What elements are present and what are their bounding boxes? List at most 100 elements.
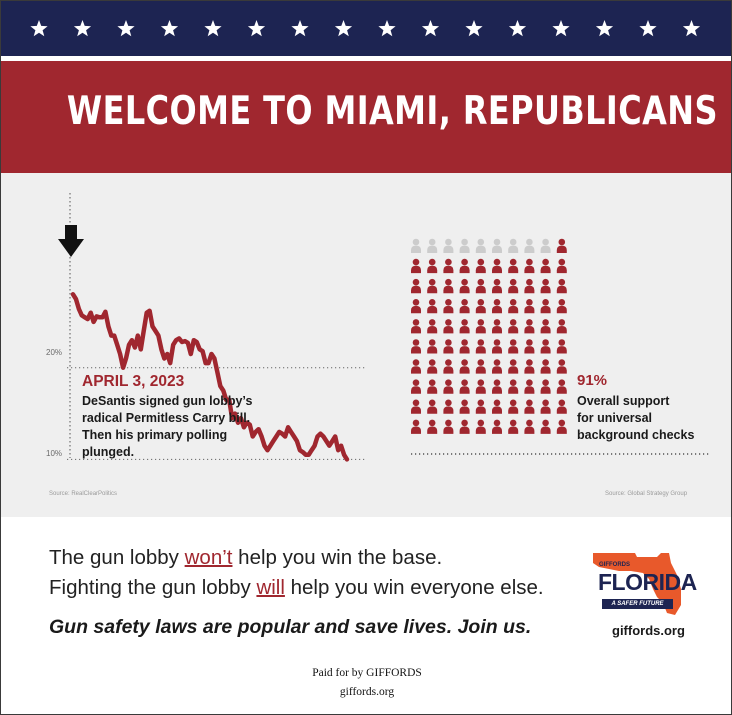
person-icon-filled: [475, 379, 486, 394]
star-icon: [247, 20, 266, 37]
tagline: Gun safety laws are popular and save liv…: [49, 616, 532, 638]
chart-panel: [1, 173, 731, 517]
star-icon: [421, 20, 440, 37]
person-icon-filled: [540, 359, 551, 374]
person-icon-filled: [508, 258, 519, 274]
person-icon-filled: [508, 339, 519, 354]
title-band: [1, 61, 731, 173]
stars-banner: [1, 1, 731, 56]
down-arrow-icon: [58, 225, 84, 257]
person-icon-filled: [508, 359, 519, 374]
person-icon-filled: [508, 379, 519, 394]
person-icon-filled: [524, 258, 535, 274]
message-line-2-suffix: help you win everyone else.: [284, 576, 544, 599]
star-icon: [378, 20, 396, 37]
person-icon-filled: [475, 258, 486, 274]
florida-state-logo-icon: [593, 553, 681, 615]
person-icon-filled: [411, 319, 421, 334]
person-icon-filled: [492, 399, 502, 414]
stars-row: [30, 20, 701, 37]
person-icon-filled: [411, 258, 421, 274]
person-icon-filled: [443, 278, 454, 294]
person-icon-filled: [524, 299, 535, 314]
ytick-20: 20%: [46, 348, 63, 357]
star-icon: [465, 20, 483, 37]
person-icon-filled: [556, 238, 567, 253]
person-icon-filled: [459, 258, 470, 274]
person-icon-empty: [411, 238, 421, 253]
person-icon-filled: [443, 419, 454, 434]
headline: WELCOME TO MIAMI, REPUBLICANS: [66, 89, 718, 134]
person-icon-filled: [556, 278, 567, 294]
message-line-2: Fighting the gun lobby will help you win…: [49, 576, 544, 600]
support-value: 91%: [577, 372, 608, 389]
logo-tagline: A SAFER FUTURE: [602, 599, 673, 609]
person-icon-filled: [556, 258, 567, 274]
person-icon-filled: [427, 419, 438, 434]
person-icon-filled: [492, 258, 502, 274]
person-icon-filled: [411, 419, 421, 434]
star-icon: [552, 20, 570, 37]
person-icon-filled: [411, 399, 421, 414]
star-icon: [639, 20, 657, 37]
support-icon-array: [411, 238, 711, 455]
white-stripe: [1, 56, 731, 61]
message-line-2-emph: will: [256, 576, 285, 599]
person-icon-filled: [475, 339, 486, 354]
footer-url: giffords.org: [339, 686, 395, 698]
person-icon-filled: [443, 339, 454, 354]
person-icon-filled: [443, 359, 454, 374]
person-icon-filled: [459, 339, 470, 354]
person-icon-filled: [459, 359, 470, 374]
person-icon-filled: [492, 278, 502, 294]
star-icon: [117, 20, 135, 37]
series-line-desantis: [70, 292, 350, 462]
message-line-2-prefix: Fighting the gun lobby: [49, 576, 257, 599]
person-icon-filled: [524, 278, 535, 294]
person-icon-filled: [540, 379, 551, 394]
person-icon-filled: [427, 359, 438, 374]
person-icon-filled: [492, 359, 502, 374]
person-icon-empty: [540, 238, 551, 253]
logo-florida-text: FLORIDA: [598, 569, 697, 595]
person-icon-empty: [443, 238, 454, 253]
person-icon-empty: [524, 238, 535, 253]
person-icon-empty: [459, 238, 470, 253]
person-icon-empty: [508, 238, 519, 253]
star-icon: [508, 20, 527, 37]
person-icon-filled: [556, 319, 567, 334]
person-icon-filled: [411, 299, 421, 314]
star-icon: [73, 20, 92, 37]
ytick-10: 10%: [46, 449, 63, 458]
person-icon-filled: [540, 258, 551, 274]
person-icon-filled: [556, 359, 567, 374]
person-icon-filled: [524, 419, 535, 434]
star-icon: [595, 20, 614, 37]
person-icon-filled: [540, 319, 551, 334]
person-icon-filled: [492, 419, 502, 434]
person-icon-filled: [459, 399, 470, 414]
person-icon-filled: [492, 319, 502, 334]
person-icon-filled: [540, 419, 551, 434]
person-icon-filled: [508, 299, 519, 314]
person-icon-empty: [427, 238, 438, 253]
person-icon-filled: [427, 278, 438, 294]
person-icon-filled: [475, 399, 486, 414]
person-icon-filled: [540, 278, 551, 294]
person-icon-filled: [427, 299, 438, 314]
person-icon-filled: [443, 319, 454, 334]
person-icon-filled: [556, 379, 567, 394]
support-label: Overall support for universal background…: [577, 394, 695, 442]
star-icon: [160, 20, 179, 37]
person-icon-empty: [492, 238, 502, 253]
annotation-text: DeSantis signed gun lobby’s radical Perm…: [82, 394, 253, 459]
person-icon-filled: [475, 359, 486, 374]
star-icon: [291, 20, 309, 37]
person-icon-filled: [508, 399, 519, 414]
source-right: Source: Global Strategy Group: [605, 491, 688, 497]
annotation-date: APRIL 3, 2023: [82, 373, 185, 390]
person-icon-filled: [556, 339, 567, 354]
person-icon-filled: [443, 258, 454, 274]
person-icon-filled: [556, 399, 567, 414]
